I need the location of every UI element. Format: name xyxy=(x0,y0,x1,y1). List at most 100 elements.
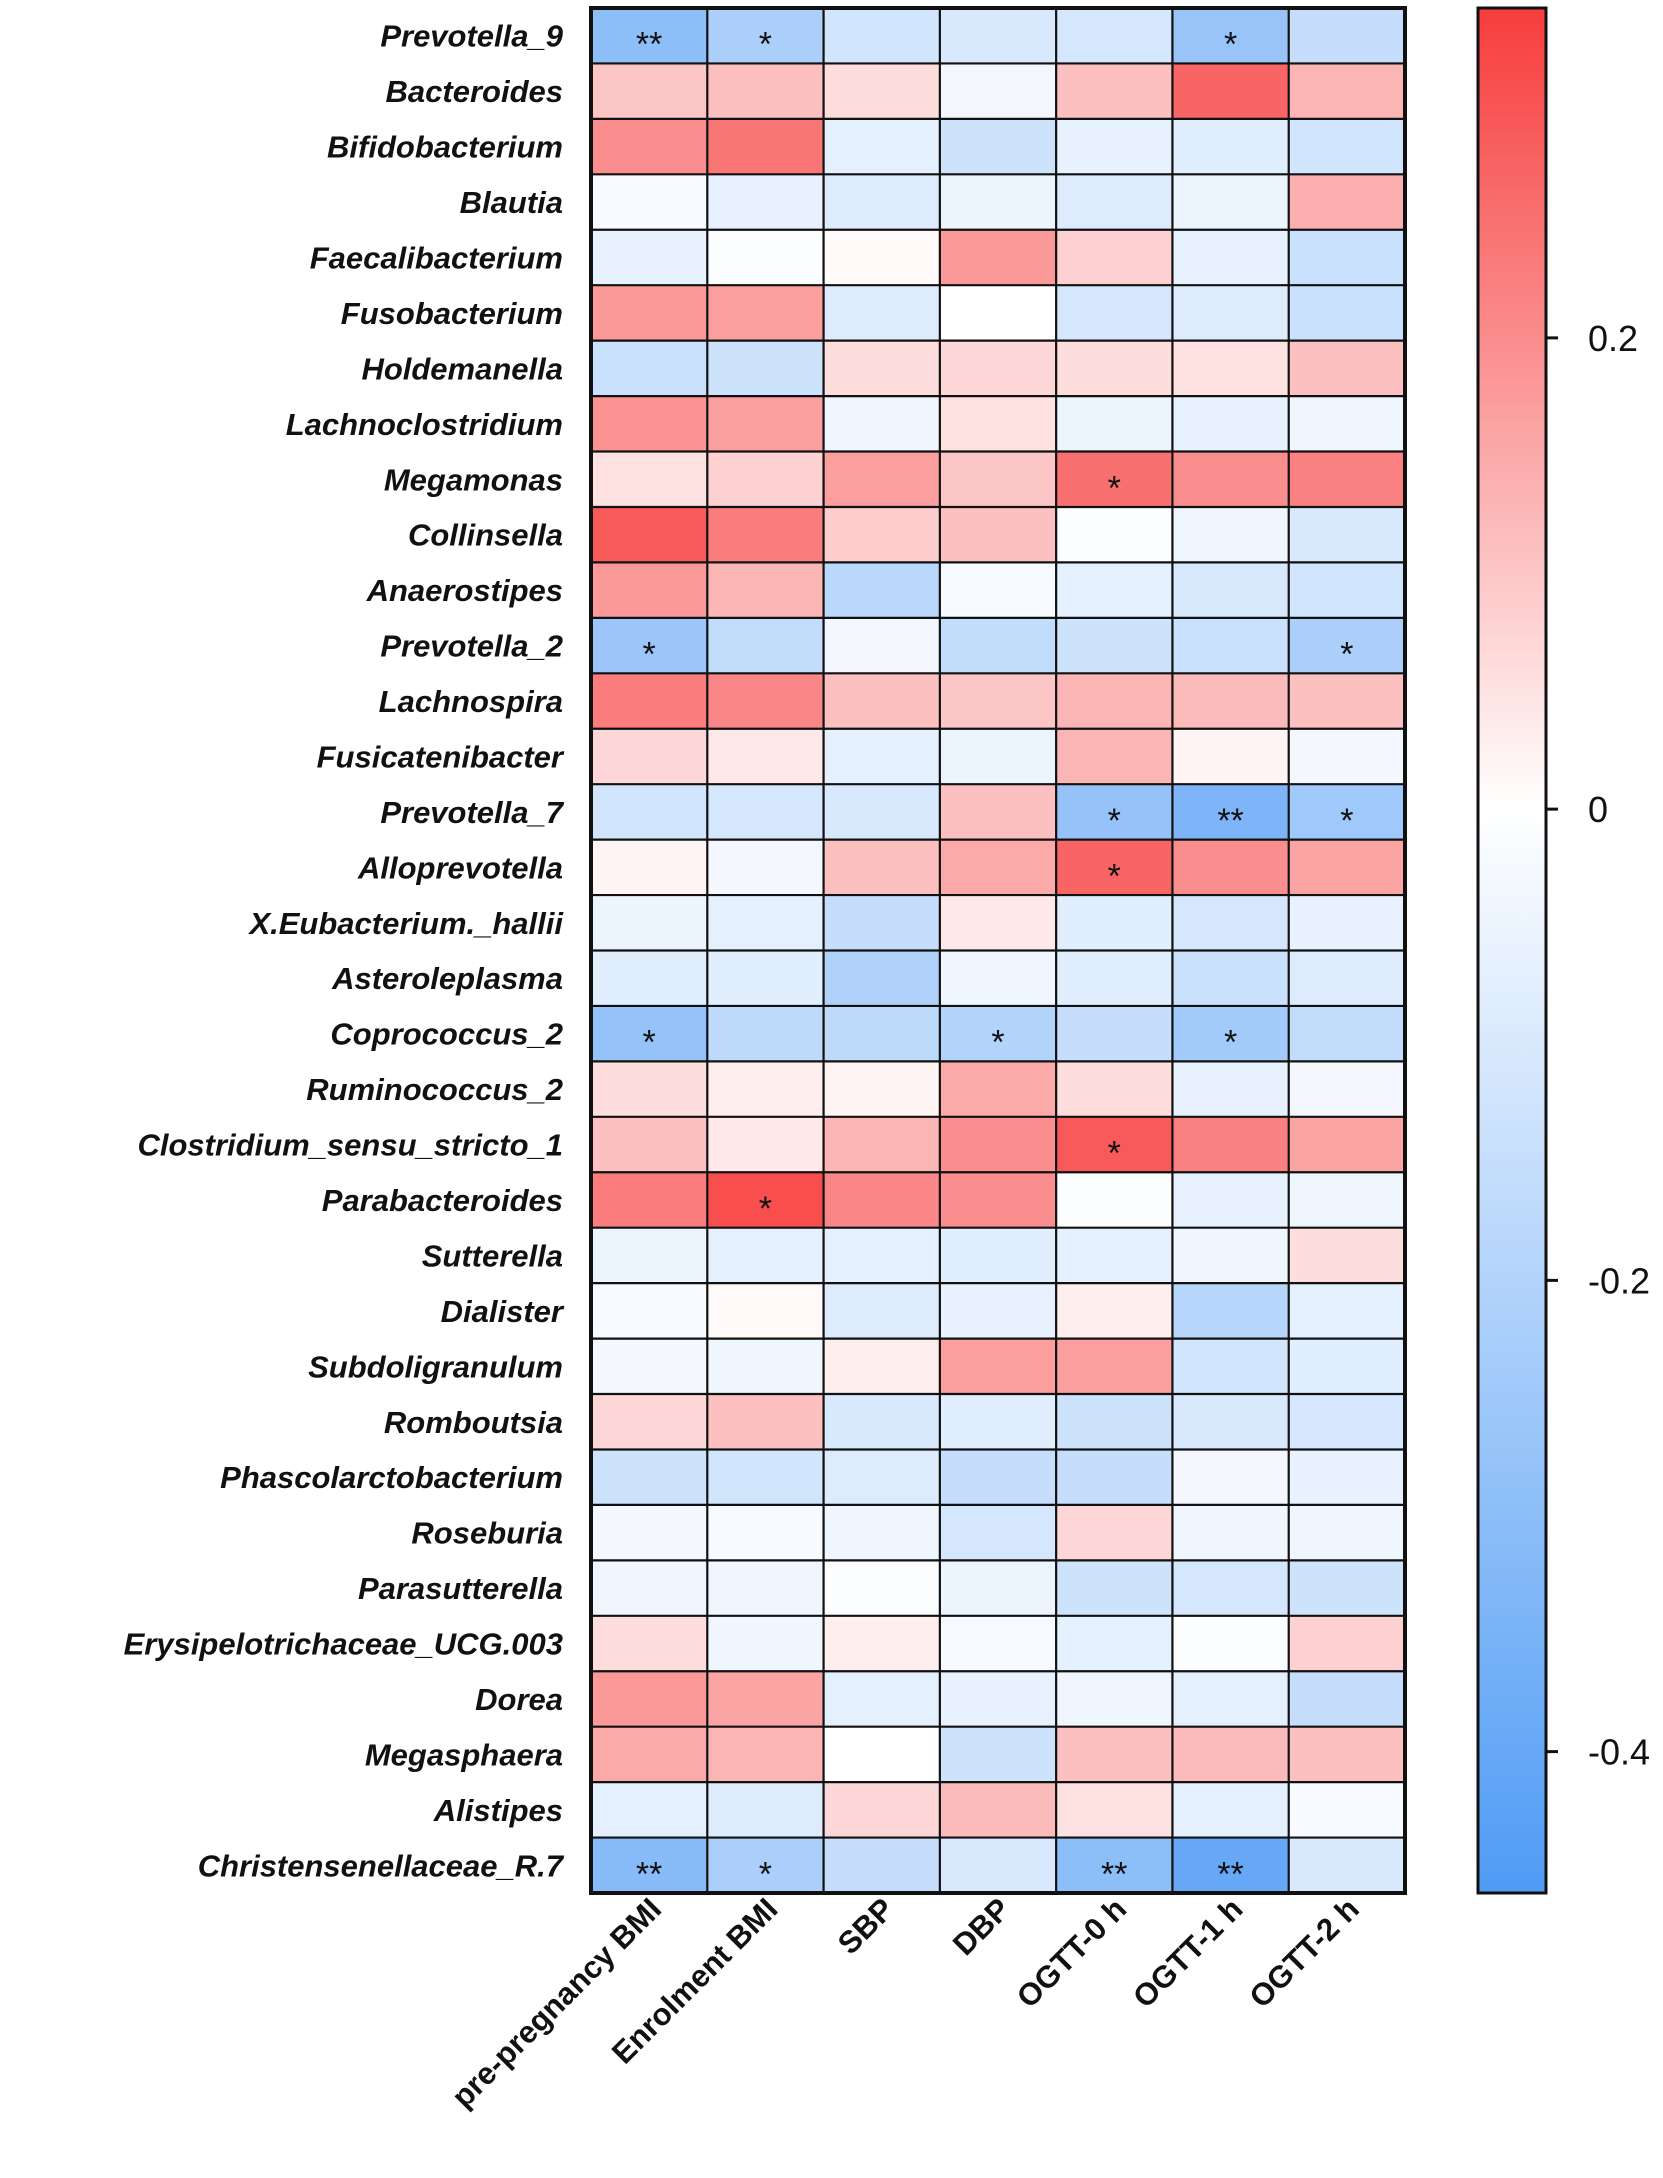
row-label: Phascolarctobacterium xyxy=(220,1460,563,1495)
heatmap-cell xyxy=(939,617,1057,674)
heatmap-cell xyxy=(591,506,708,563)
heatmap-cell xyxy=(823,1504,940,1561)
heatmap-cells xyxy=(591,8,1405,1893)
row-label: Christensenellaceae_R.7 xyxy=(198,1848,565,1883)
heatmap-cell xyxy=(823,1671,940,1727)
row-label: Roseburia xyxy=(411,1516,563,1551)
heatmap-cell xyxy=(591,1726,708,1783)
heatmap-cell xyxy=(707,451,824,507)
heatmap-cell xyxy=(591,396,708,452)
heatmap-cell xyxy=(1056,1782,1173,1838)
heatmap-cell xyxy=(939,229,1057,286)
significance-star: * xyxy=(1340,802,1353,840)
heatmap-cell xyxy=(1288,451,1405,507)
heatmap-cell xyxy=(823,617,940,674)
heatmap-cell xyxy=(939,1394,1057,1450)
heatmap-cell xyxy=(939,1726,1057,1783)
heatmap-cell xyxy=(1172,8,1289,64)
heatmap-cell xyxy=(1288,229,1405,286)
heatmap-cell xyxy=(1056,1172,1173,1228)
heatmap-cell xyxy=(939,1338,1057,1395)
heatmap-cell xyxy=(1056,617,1173,674)
heatmap-cell xyxy=(591,118,708,175)
row-label: Dialister xyxy=(441,1294,565,1329)
heatmap-cell xyxy=(1172,1615,1289,1672)
heatmap-cell xyxy=(823,1227,940,1284)
row-label: Lachnospira xyxy=(379,684,563,719)
heatmap-cell xyxy=(707,1172,824,1228)
heatmap-cell xyxy=(939,1283,1057,1339)
heatmap-cell xyxy=(591,617,708,674)
heatmap-cell xyxy=(823,784,940,840)
heatmap-cell xyxy=(1288,839,1405,896)
heatmap-cell xyxy=(1172,1394,1289,1450)
heatmap-cell xyxy=(1288,1615,1405,1672)
heatmap-cell xyxy=(591,1283,708,1339)
heatmap-cell xyxy=(707,1394,824,1450)
heatmap-cell xyxy=(591,1449,708,1505)
heatmap-cell xyxy=(1172,839,1289,896)
heatmap-cell xyxy=(823,895,940,951)
significance-stars: ** * *** ** ** *** * ***** * ** ** xyxy=(636,26,1354,1894)
significance-star: * xyxy=(1108,1135,1121,1173)
heatmap-cell xyxy=(707,8,824,64)
heatmap-cell xyxy=(707,229,824,286)
heatmap-cell xyxy=(823,118,940,175)
colorbar-tick-label: 0 xyxy=(1588,789,1608,830)
heatmap-cell xyxy=(939,451,1057,507)
heatmap-cell xyxy=(707,1504,824,1561)
heatmap-cell xyxy=(707,174,824,230)
heatmap-cell xyxy=(939,174,1057,230)
heatmap-cell xyxy=(1288,63,1405,119)
heatmap-cell xyxy=(1056,1116,1173,1173)
heatmap-cell xyxy=(707,506,824,563)
row-label: Collinsella xyxy=(408,518,563,553)
heatmap-cell xyxy=(707,1560,824,1616)
heatmap-cell xyxy=(823,1782,940,1838)
heatmap-cell xyxy=(939,1504,1057,1561)
heatmap-cell xyxy=(823,1726,940,1783)
heatmap-cell xyxy=(591,784,708,840)
heatmap-cell xyxy=(823,1061,940,1117)
heatmap-cell xyxy=(1172,784,1289,840)
heatmap-cell xyxy=(939,1671,1057,1727)
row-label: Romboutsia xyxy=(384,1405,563,1440)
row-label: Subdoligranulum xyxy=(308,1349,563,1384)
heatmap-cell xyxy=(1172,1005,1289,1062)
heatmap-cell xyxy=(1288,1338,1405,1395)
heatmap-cell xyxy=(591,1005,708,1062)
heatmap-cell xyxy=(1288,1726,1405,1783)
heatmap-cell xyxy=(1288,673,1405,729)
row-label: Bacteroides xyxy=(386,74,563,109)
heatmap-cell xyxy=(1288,562,1405,618)
heatmap-cell xyxy=(823,1560,940,1616)
heatmap-cell xyxy=(707,950,824,1006)
heatmap-cell xyxy=(823,950,940,1006)
heatmap-grid xyxy=(589,6,1407,1895)
row-label: Clostridium_sensu_stricto_1 xyxy=(137,1128,563,1163)
heatmap-cell xyxy=(1288,1394,1405,1450)
heatmap-cell xyxy=(591,63,708,119)
heatmap-cell xyxy=(1288,1005,1405,1062)
significance-star: * xyxy=(1340,636,1353,674)
heatmap-cell xyxy=(1288,784,1405,840)
heatmap-cell xyxy=(1172,1283,1289,1339)
heatmap-cell xyxy=(591,1394,708,1450)
row-label: Sutterella xyxy=(422,1238,563,1273)
row-labels: Prevotella_9 Bacteroides Bifidobacterium Bl… xyxy=(124,19,565,1884)
row-label: Faecalibacterium xyxy=(310,240,563,275)
heatmap-cell xyxy=(823,396,940,452)
heatmap-cell xyxy=(707,118,824,175)
heatmap-cell xyxy=(1288,118,1405,175)
heatmap-cell xyxy=(707,1449,824,1505)
heatmap-cell xyxy=(591,1227,708,1284)
significance-star: * xyxy=(991,1024,1004,1062)
heatmap-cell xyxy=(1172,673,1289,729)
heatmap-cell xyxy=(1172,1504,1289,1561)
heatmap-cell xyxy=(1172,451,1289,507)
heatmap-cell xyxy=(939,8,1057,64)
heatmap-cell xyxy=(707,1671,824,1727)
heatmap-cell xyxy=(591,8,708,64)
significance-star: * xyxy=(759,26,772,64)
heatmap-cell xyxy=(823,1283,940,1339)
